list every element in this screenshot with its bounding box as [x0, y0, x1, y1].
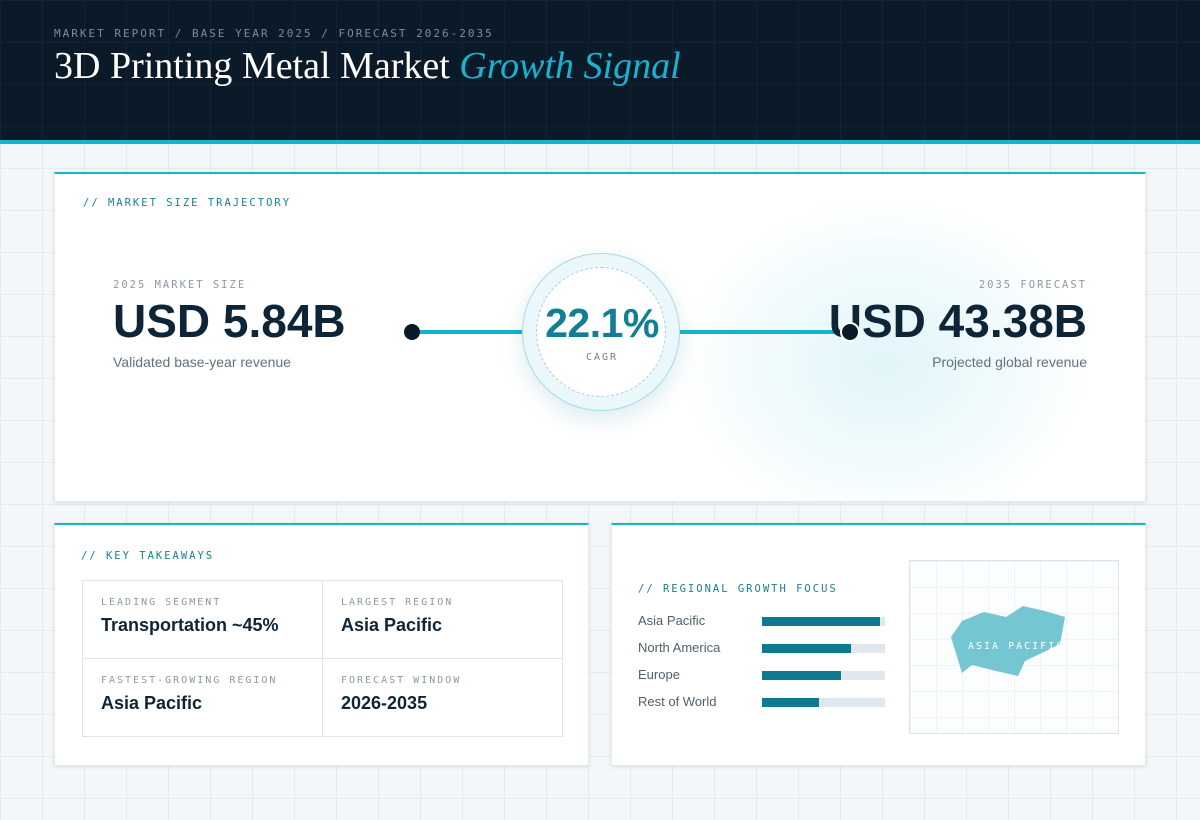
start-label: 2025 MARKET SIZE	[113, 279, 247, 291]
end-caption: Projected global revenue	[932, 354, 1087, 370]
region-bar-fill	[762, 671, 841, 680]
breadcrumb: MARKET REPORT / BASE YEAR 2025 / FORECAS…	[54, 27, 494, 40]
start-dot	[404, 324, 420, 340]
start-caption: Validated base-year revenue	[113, 354, 291, 370]
asia-pacific-map-shape	[951, 606, 1065, 676]
region-name: North America	[638, 640, 721, 655]
takeaway-value: Asia Pacific	[341, 615, 443, 635]
region-bar-row: Europe	[638, 665, 888, 685]
takeaway-value: 2026-2035	[341, 693, 428, 713]
region-bar-row: North America	[638, 638, 888, 658]
page-header: MARKET REPORT / BASE YEAR 2025 / FORECAS…	[0, 0, 1200, 144]
takeaway-label: LEADING SEGMENT	[101, 597, 222, 608]
takeaway-value: Asia Pacific	[101, 693, 203, 713]
region-bar-fill	[762, 617, 881, 626]
takeaway-cell: FASTEST-GROWING REGION Asia Pacific	[83, 658, 323, 736]
region-map: ASIA PACIFIC	[909, 560, 1119, 734]
takeaway-label: FORECAST WINDOW	[341, 675, 462, 686]
page-title-main: 3D Printing Metal Market	[54, 45, 450, 87]
takeaway-cell: FORECAST WINDOW 2026-2035	[322, 658, 562, 736]
page-title-accent: Growth Signal	[459, 45, 681, 87]
end-label: 2035 FORECAST	[978, 279, 1087, 291]
takeaways-grid: LEADING SEGMENT Transportation ~45% LARG…	[82, 580, 563, 737]
region-bar-row: Asia Pacific	[638, 611, 888, 631]
cagr-value: 22.1%	[545, 300, 659, 346]
end-dot	[840, 322, 860, 342]
end-value: USD 43.38B	[828, 295, 1087, 347]
region-bar-track	[762, 671, 885, 680]
region-bar-track	[762, 644, 885, 653]
regional-growth-card: // REGIONAL GROWTH FOCUS Asia Pacific No…	[611, 523, 1146, 766]
region-bar-fill	[762, 698, 819, 707]
cagr-badge: 22.1% CAGR	[522, 253, 680, 411]
takeaway-value: Transportation ~45%	[101, 615, 279, 635]
start-value: USD 5.84B	[113, 295, 346, 347]
region-bar-track	[762, 698, 885, 707]
takeaway-cell: LARGEST REGION Asia Pacific	[322, 581, 562, 659]
takeaway-label: FASTEST-GROWING REGION	[101, 675, 278, 686]
key-takeaways-card: // KEY TAKEAWAYS LEADING SEGMENT Transpo…	[54, 523, 589, 766]
takeaway-cell: LEADING SEGMENT Transportation ~45%	[83, 581, 323, 659]
page-title: 3D Printing Metal Market Growth Signal	[54, 44, 681, 88]
section-label-trajectory: // MARKET SIZE TRAJECTORY	[83, 197, 292, 209]
map-region-label: ASIA PACIFIC	[968, 641, 1065, 652]
region-bar-track	[762, 617, 885, 626]
region-name: Asia Pacific	[638, 613, 706, 628]
background-glow	[675, 194, 1095, 501]
region-bar-row: Rest of World	[638, 692, 888, 712]
takeaway-label: LARGEST REGION	[341, 597, 454, 608]
market-size-trajectory-card: // MARKET SIZE TRAJECTORY 2025 MARKET SI…	[54, 172, 1146, 502]
region-bar-fill	[762, 644, 851, 653]
cagr-inner-ring: 22.1% CAGR	[536, 267, 666, 397]
region-name: Rest of World	[638, 694, 717, 709]
cagr-label: CAGR	[585, 352, 619, 363]
section-label-takeaways: // KEY TAKEAWAYS	[81, 550, 215, 562]
section-label-regional: // REGIONAL GROWTH FOCUS	[638, 583, 838, 595]
region-name: Europe	[638, 667, 680, 682]
